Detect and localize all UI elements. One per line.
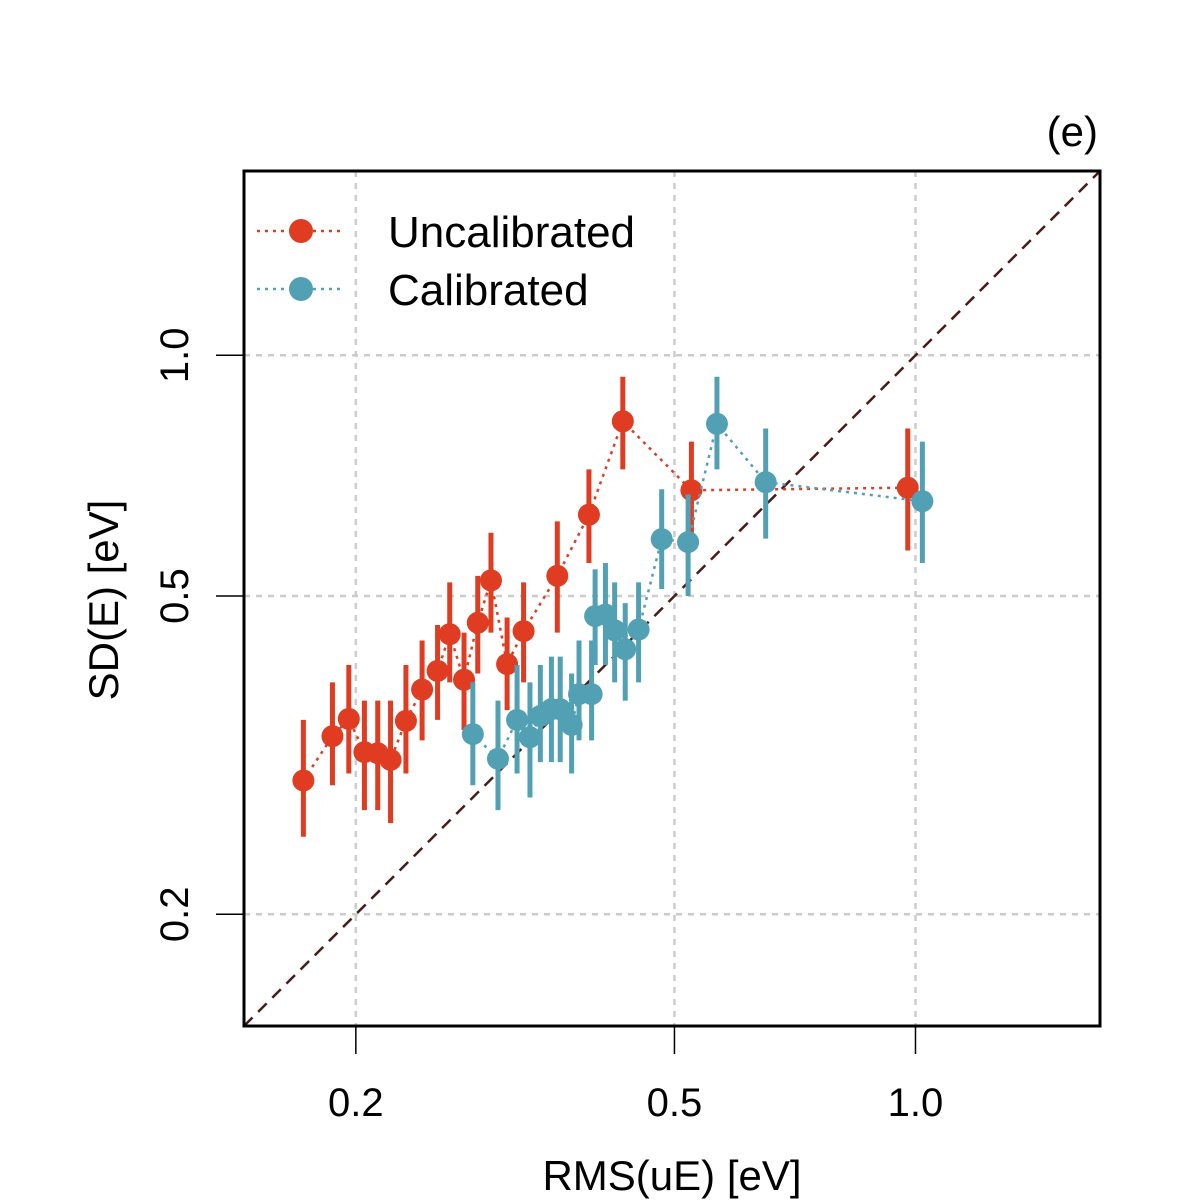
data-point [650,528,673,551]
data-point [627,618,650,641]
data-point [506,708,529,731]
axes: 0.2 0.5 1.0 0.2 0.5 1.0 [153,327,943,1125]
y-tick-label: 0.2 [153,887,197,943]
data-point [466,611,489,634]
y-axis-title: SD(E) [eV] [80,500,127,701]
data-point [379,748,402,771]
data-point [754,471,777,494]
data-point [479,569,502,592]
data-point [394,709,417,732]
legend-label-2: Calibrated [388,266,589,315]
data-point [337,707,360,730]
data-point [512,620,535,643]
x-tick-label: 0.5 [647,1081,703,1125]
panel-tag: (e) [1047,108,1098,155]
data-point [896,476,919,499]
identity-line-group [243,170,1101,1027]
x-tick-label: 1.0 [888,1081,944,1125]
identity-line [243,170,1101,1027]
x-axis-title: RMS(uE) [eV] [542,1152,801,1199]
data-point [486,747,509,770]
data-point [461,723,484,746]
data-point [292,769,315,792]
data-point [411,678,434,701]
plot-frame [242,169,1102,1028]
data-point [614,638,637,661]
legend-label-1: Uncalibrated [388,208,635,257]
data-point [611,410,634,433]
data-point [911,490,934,513]
data-point [438,623,461,646]
data-point [677,531,700,554]
data-point [453,668,476,691]
y-tick-label: 1.0 [153,327,197,383]
data-point [580,683,603,706]
data-point [577,503,600,526]
data-point [321,725,344,748]
data-point [603,619,626,642]
legend-marker-2 [289,277,313,301]
series-group [292,376,934,837]
data-point [426,659,449,682]
legend-marker-1 [289,219,313,243]
data-point [680,479,703,502]
legend: Uncalibrated Calibrated [257,208,635,315]
series-line-1 [302,418,908,782]
data-point [560,713,583,736]
data-point [496,653,519,676]
data-point [518,726,541,749]
data-point [549,698,572,721]
data-point [705,412,728,435]
grid [244,171,1100,1026]
x-tick-label: 0.2 [328,1081,384,1125]
data-point [546,564,569,587]
y-tick-label: 0.5 [153,568,197,624]
